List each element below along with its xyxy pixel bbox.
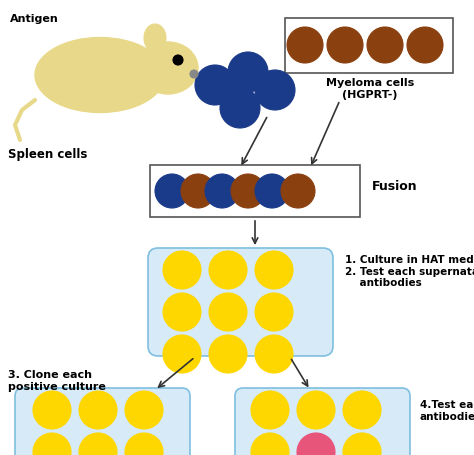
Ellipse shape — [138, 42, 198, 94]
Ellipse shape — [144, 24, 166, 52]
Circle shape — [209, 251, 247, 289]
FancyBboxPatch shape — [15, 388, 190, 455]
FancyBboxPatch shape — [148, 248, 333, 356]
Circle shape — [195, 65, 235, 105]
Ellipse shape — [35, 37, 165, 112]
Circle shape — [125, 433, 163, 455]
Bar — [285, 18, 453, 73]
Text: Fusion: Fusion — [372, 180, 418, 192]
Circle shape — [173, 55, 183, 65]
Circle shape — [255, 251, 293, 289]
Circle shape — [79, 391, 117, 429]
Text: 3. Clone each
positive culture: 3. Clone each positive culture — [8, 370, 106, 392]
Circle shape — [251, 391, 289, 429]
FancyBboxPatch shape — [235, 388, 410, 455]
Circle shape — [297, 391, 335, 429]
Circle shape — [281, 174, 315, 208]
Circle shape — [181, 174, 215, 208]
Circle shape — [343, 391, 381, 429]
Circle shape — [31, 35, 41, 45]
Text: Antigen: Antigen — [10, 14, 59, 24]
Circle shape — [231, 174, 265, 208]
Circle shape — [33, 433, 71, 455]
Circle shape — [79, 433, 117, 455]
Circle shape — [155, 174, 189, 208]
Circle shape — [125, 391, 163, 429]
Circle shape — [255, 335, 293, 373]
Circle shape — [163, 251, 201, 289]
Circle shape — [287, 27, 323, 63]
Text: 1. Culture in HAT medium
2. Test each supernatant for
    antibodies: 1. Culture in HAT medium 2. Test each su… — [345, 255, 474, 288]
Circle shape — [163, 335, 201, 373]
Circle shape — [343, 433, 381, 455]
Circle shape — [37, 25, 47, 35]
Circle shape — [209, 293, 247, 331]
Circle shape — [190, 70, 198, 78]
Circle shape — [25, 19, 35, 29]
Circle shape — [209, 335, 247, 373]
Circle shape — [228, 52, 268, 92]
Circle shape — [205, 174, 239, 208]
Circle shape — [19, 35, 29, 45]
Circle shape — [33, 391, 71, 429]
Circle shape — [251, 433, 289, 455]
Text: 4.Test each supernatant for
antibodies: 4.Test each supernatant for antibodies — [420, 400, 474, 422]
Circle shape — [327, 27, 363, 63]
Text: Spleen cells: Spleen cells — [8, 148, 87, 161]
Circle shape — [297, 433, 335, 455]
Circle shape — [220, 88, 260, 128]
Circle shape — [163, 293, 201, 331]
Circle shape — [407, 27, 443, 63]
Circle shape — [255, 174, 289, 208]
Bar — [150, 165, 360, 217]
Circle shape — [255, 70, 295, 110]
Circle shape — [367, 27, 403, 63]
Circle shape — [255, 293, 293, 331]
Circle shape — [13, 25, 23, 35]
Text: Myeloma cells
(HGPRT-): Myeloma cells (HGPRT-) — [326, 78, 414, 100]
